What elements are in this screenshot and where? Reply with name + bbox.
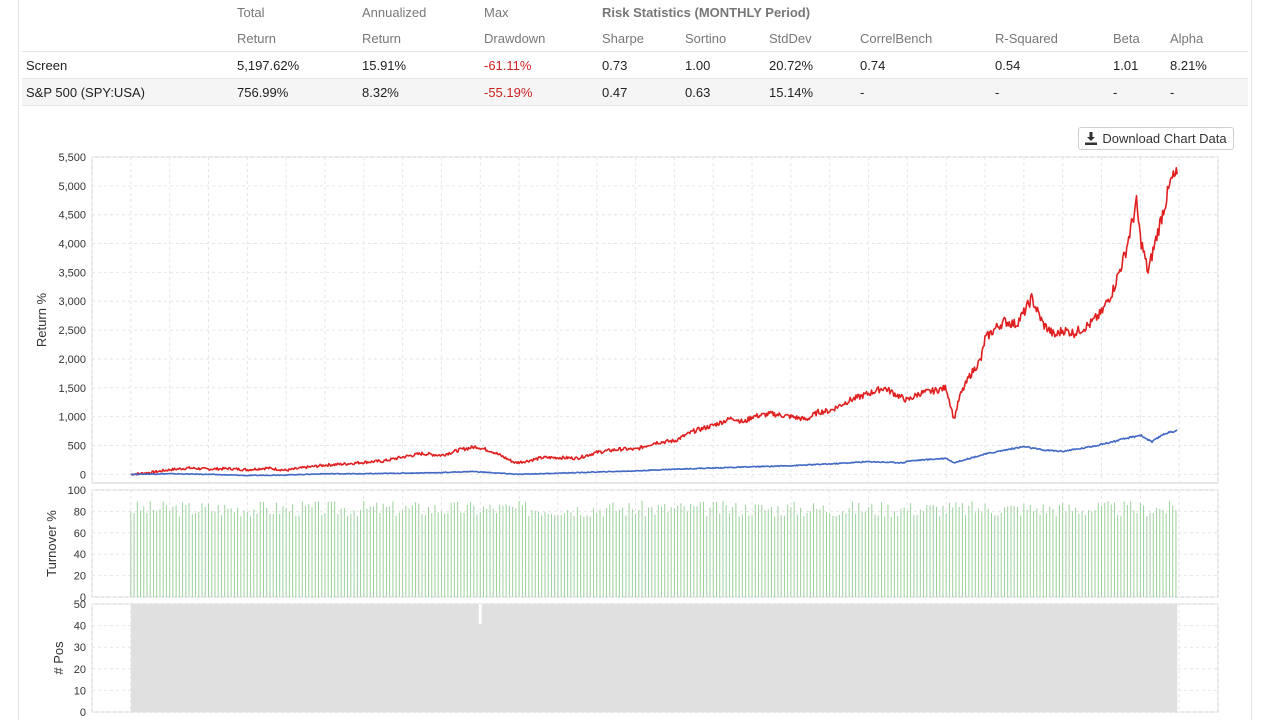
- annualized-return: 15.91%: [358, 51, 480, 79]
- screen-series-line: [130, 167, 1178, 476]
- stddev: 20.72%: [765, 51, 856, 79]
- y-tick-label: 100: [68, 485, 86, 497]
- max-drawdown: -55.19%: [480, 78, 598, 106]
- y-tick-label: 4,500: [58, 210, 86, 222]
- header-alpha: Alpha: [1166, 25, 1248, 52]
- header-drawdown: Drawdown: [480, 25, 598, 52]
- header-total: Total: [237, 5, 265, 20]
- y-axis-label: Turnover %: [44, 510, 59, 577]
- header-max: Max: [484, 5, 509, 20]
- sharpe: 0.47: [598, 78, 681, 106]
- chart-panel-2: 0 20 40 60 80 100 Turnover %: [44, 485, 1219, 604]
- y-tick-label: 60: [74, 528, 86, 540]
- header-row-2: Return Return Drawdown Sharpe Sortino St…: [22, 25, 1248, 52]
- y-tick-label: 3,500: [58, 267, 86, 279]
- y-tick-label: 40: [74, 621, 86, 633]
- y-tick-label: 0: [80, 469, 86, 481]
- positions-area: [130, 604, 1178, 712]
- y-axis-label: Return %: [34, 292, 49, 347]
- y-tick-label: 5,000: [58, 181, 86, 193]
- y-tick-label: 1,000: [58, 412, 86, 424]
- download-button-label: Download Chart Data: [1102, 131, 1227, 146]
- beta: 1.01: [1109, 51, 1166, 79]
- chart-panel-1: 0 500 1,000 1,500 2,000 2,500 3,000 3,500 4,000 4…: [34, 152, 1219, 484]
- header-correlbench: CorrelBench: [856, 25, 991, 52]
- sortino: 1.00: [681, 51, 765, 79]
- correlbench: 0.74: [856, 51, 991, 79]
- r-squared: -: [991, 78, 1109, 106]
- annualized-return: 8.32%: [358, 78, 480, 106]
- sortino: 0.63: [681, 78, 765, 106]
- row-name: Screen: [22, 51, 233, 79]
- y-tick-label: 500: [68, 440, 86, 452]
- table-row-benchmark: S&P 500 (SPY:USA) 756.99% 8.32% -55.19% …: [22, 78, 1248, 106]
- max-drawdown: -61.11%: [480, 51, 598, 79]
- chart-panel-3: 0 10 20 30 40 50 # Pos: [51, 599, 1219, 719]
- header-annualized: Annualized: [362, 5, 427, 20]
- y-tick-label: 3,000: [58, 296, 86, 308]
- download-chart-data-button[interactable]: Download Chart Data: [1078, 127, 1234, 150]
- y-tick-label: 0: [80, 592, 86, 604]
- stddev: 15.14%: [765, 78, 856, 106]
- header-sortino: Sortino: [681, 25, 765, 52]
- download-icon: [1085, 132, 1098, 145]
- y-tick-label: 10: [74, 685, 86, 697]
- y-tick-label: 1,500: [58, 383, 86, 395]
- y-tick-label: 5,500: [58, 152, 86, 164]
- r-squared: 0.54: [991, 51, 1109, 79]
- header-row-1: Total Annualized Max Risk Statistics (MO…: [22, 0, 1248, 25]
- statistics-table: Total Annualized Max Risk Statistics (MO…: [22, 0, 1248, 106]
- y-tick-label: 20: [74, 664, 86, 676]
- y-tick-label: 50: [74, 599, 86, 611]
- header-stddev: StdDev: [765, 25, 856, 52]
- beta: -: [1109, 78, 1166, 106]
- report-frame: [18, 0, 1252, 720]
- y-tick-label: 4,000: [58, 239, 86, 251]
- alpha: 8.21%: [1166, 51, 1248, 79]
- header-risk-statistics: Risk Statistics (MONTHLY Period): [602, 5, 811, 20]
- benchmark-series-line: [130, 429, 1178, 477]
- y-tick-label: 0: [80, 707, 86, 719]
- y-tick-label: 30: [74, 642, 86, 654]
- row-name: S&P 500 (SPY:USA): [22, 78, 233, 106]
- y-tick-label: 2,000: [58, 354, 86, 366]
- sharpe: 0.73: [598, 51, 681, 79]
- header-sharpe: Sharpe: [598, 25, 681, 52]
- header-return: Return: [233, 25, 358, 52]
- plot-area: [91, 156, 1219, 484]
- total-return: 5,197.62%: [233, 51, 358, 79]
- total-return: 756.99%: [233, 78, 358, 106]
- header-beta: Beta: [1109, 25, 1166, 52]
- y-tick-label: 80: [74, 506, 86, 518]
- header-cell: [22, 25, 233, 52]
- y-tick-label: 20: [74, 571, 86, 583]
- positions-gap: [478, 604, 482, 624]
- header-return: Return: [358, 25, 480, 52]
- y-tick-label: 2,500: [58, 325, 86, 337]
- table-row-screen: Screen 5,197.62% 15.91% -61.11% 0.73 1.0…: [22, 51, 1248, 79]
- alpha: -: [1166, 78, 1248, 106]
- y-axis-label: # Pos: [51, 641, 66, 675]
- y-tick-label: 40: [74, 549, 86, 561]
- header-r-squared: R-Squared: [991, 25, 1109, 52]
- correlbench: -: [856, 78, 991, 106]
